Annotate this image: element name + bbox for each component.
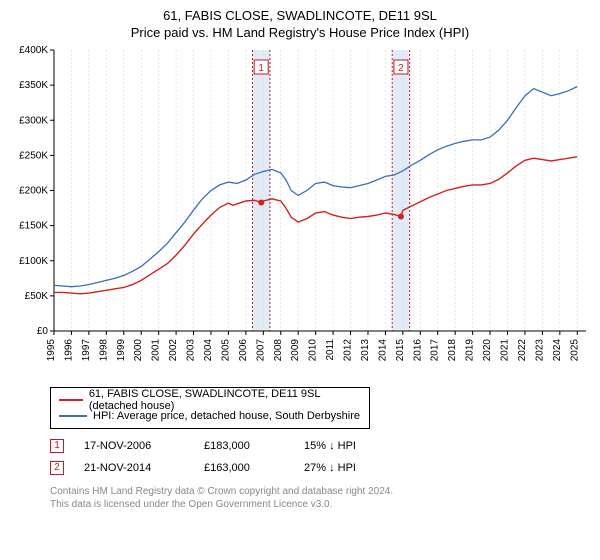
sale-dot (398, 213, 404, 219)
footer-line-1: Contains HM Land Registry data © Crown c… (50, 485, 590, 498)
title-line-2: Price paid vs. HM Land Registry's House … (10, 25, 590, 42)
svg-text:1997: 1997 (81, 338, 92, 361)
svg-text:1996: 1996 (63, 338, 74, 361)
svg-text:£0: £0 (37, 326, 49, 337)
series-price_paid (54, 157, 577, 294)
svg-text:2009: 2009 (290, 338, 301, 361)
svg-text:2000: 2000 (133, 338, 144, 361)
svg-text:2019: 2019 (465, 338, 476, 361)
svg-text:£400K: £400K (19, 46, 48, 56)
svg-text:2006: 2006 (238, 338, 249, 361)
footer-note: Contains HM Land Registry data © Crown c… (50, 485, 590, 511)
svg-text:2002: 2002 (168, 338, 179, 361)
title-line-1: 61, FABIS CLOSE, SWADLINCOTE, DE11 9SL (10, 8, 590, 25)
legend-swatch (59, 415, 87, 417)
svg-text:2007: 2007 (255, 338, 266, 361)
svg-text:£300K: £300K (19, 115, 48, 126)
sale-delta: 27% ↓ HPI (304, 462, 404, 474)
svg-text:1: 1 (258, 63, 264, 74)
svg-text:2022: 2022 (517, 338, 528, 361)
svg-text:2017: 2017 (430, 338, 441, 361)
svg-text:2004: 2004 (203, 338, 214, 361)
legend-row: 61, FABIS CLOSE, SWADLINCOTE, DE11 9SL (… (59, 392, 361, 408)
svg-text:£50K: £50K (25, 291, 49, 302)
svg-text:2001: 2001 (151, 338, 162, 361)
svg-text:£250K: £250K (19, 150, 48, 161)
svg-text:2014: 2014 (377, 338, 388, 361)
svg-text:2012: 2012 (343, 338, 354, 361)
svg-text:2010: 2010 (308, 338, 319, 361)
svg-text:2: 2 (398, 63, 404, 74)
chart-svg: £0 £50K £100K £150K £200K £250K £300K £350K £400… (10, 46, 590, 381)
svg-text:2020: 2020 (482, 338, 493, 361)
svg-text:2008: 2008 (273, 338, 284, 361)
sale-delta: 15% ↓ HPI (304, 440, 404, 452)
svg-text:2005: 2005 (220, 338, 231, 361)
sale-marker: 2 (50, 461, 64, 475)
svg-text:2003: 2003 (186, 338, 197, 361)
svg-text:2013: 2013 (360, 338, 371, 361)
svg-text:2024: 2024 (552, 338, 563, 361)
legend-label: HPI: Average price, detached house, Sout… (93, 410, 360, 422)
svg-text:£200K: £200K (19, 185, 48, 196)
svg-text:£150K: £150K (19, 220, 48, 231)
sale-date: 21-NOV-2014 (84, 462, 204, 474)
footer-line-2: This data is licensed under the Open Gov… (50, 498, 590, 511)
svg-text:1999: 1999 (116, 338, 127, 361)
svg-text:£100K: £100K (19, 256, 48, 267)
sale-marker: 1 (50, 439, 64, 453)
svg-text:2023: 2023 (534, 338, 545, 361)
svg-text:2015: 2015 (395, 338, 406, 361)
svg-text:1995: 1995 (46, 338, 57, 361)
svg-text:2011: 2011 (325, 338, 336, 360)
sale-price: £163,000 (204, 462, 304, 474)
svg-text:2018: 2018 (447, 338, 458, 361)
chart-area: £0 £50K £100K £150K £200K £250K £300K £350K £400… (10, 46, 590, 381)
figure-container: 61, FABIS CLOSE, SWADLINCOTE, DE11 9SL P… (0, 0, 600, 560)
legend-swatch (59, 399, 83, 401)
legend-box: 61, FABIS CLOSE, SWADLINCOTE, DE11 9SL (… (50, 387, 370, 429)
sale-row: 1 17-NOV-2006£183,00015% ↓ HPI (50, 435, 590, 457)
sale-row: 2 21-NOV-2014£163,00027% ↓ HPI (50, 457, 590, 479)
title-block: 61, FABIS CLOSE, SWADLINCOTE, DE11 9SL P… (10, 8, 590, 42)
svg-text:£350K: £350K (19, 80, 48, 91)
sale-dot (258, 199, 264, 205)
svg-text:2021: 2021 (500, 338, 511, 361)
legend-row: HPI: Average price, detached house, Sout… (59, 408, 361, 424)
svg-text:2025: 2025 (569, 338, 580, 361)
sale-price: £183,000 (204, 440, 304, 452)
svg-text:1998: 1998 (98, 338, 109, 361)
legend-label: 61, FABIS CLOSE, SWADLINCOTE, DE11 9SL (… (89, 388, 361, 412)
sales-table: 1 17-NOV-2006£183,00015% ↓ HPI 2 21-NOV-201… (50, 435, 590, 479)
sale-date: 17-NOV-2006 (84, 440, 204, 452)
svg-text:2016: 2016 (412, 338, 423, 361)
